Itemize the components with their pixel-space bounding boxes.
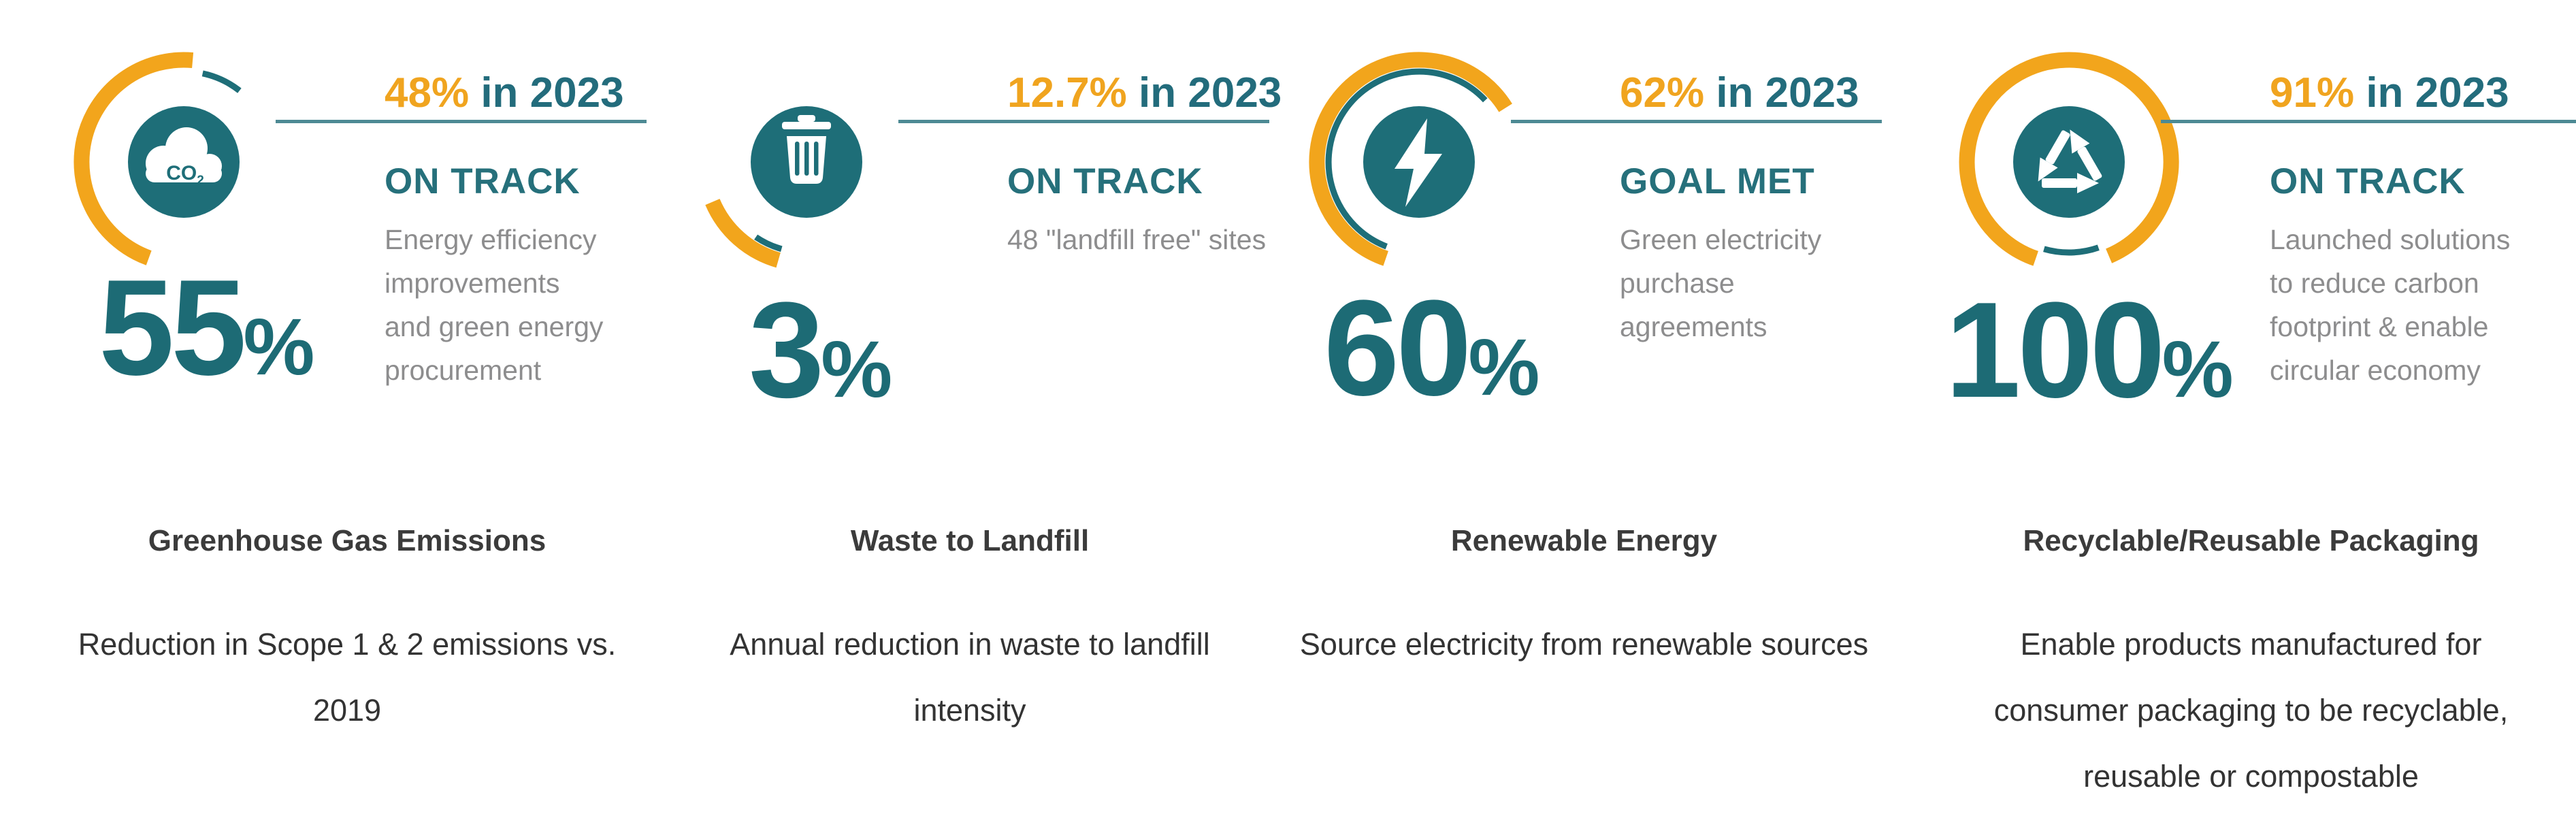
gauge-remaining-arc [2043, 244, 2100, 256]
divider-line [1511, 120, 1882, 123]
gauge-progress-arc [74, 52, 194, 265]
goal-value: 55% [99, 260, 314, 396]
gauge-ring [705, 106, 862, 268]
recycle-icon [2038, 129, 2102, 193]
goal-number: 60 [1324, 272, 1471, 424]
divider-line [898, 120, 1269, 123]
metric-description: Annual reduction in waste to landfill in… [730, 627, 1210, 728]
current-value-highlight: 62% [1620, 69, 1705, 116]
metric-title: Greenhouse Gas Emissions [148, 524, 547, 557]
gauge-remaining-arc [754, 234, 783, 253]
metric-description: Reduction in Scope 1 & 2 emissions vs. 2… [78, 627, 617, 728]
percent-sign: % [821, 325, 893, 414]
gauge-remaining-arc [1325, 68, 1488, 250]
current-value-highlight: 91% [2270, 69, 2355, 116]
current-year-value: 48% in 2023 [385, 69, 624, 117]
detail-text: Green electricity purchase agreements [1620, 224, 1822, 342]
goal-value: 100% [1945, 282, 2234, 419]
percent-sign: % [243, 302, 315, 392]
current-value-year: in 2023 [1126, 69, 1282, 116]
goal-number: 55 [99, 252, 246, 404]
detail-text: 48 "landfill free" sites [1007, 224, 1267, 255]
goal-number: 3 [749, 274, 824, 426]
metric-title: Renewable Energy [1450, 524, 1718, 557]
gauge-ring [1959, 52, 2179, 266]
kpi-card-waste-to-landfill: 3% 12.7% in 2023 ON TRACK 48 "landfill f… [664, 0, 1282, 814]
current-year-value: 91% in 2023 [2270, 69, 2509, 117]
divider-line [2161, 120, 2576, 123]
trash-icon [782, 115, 831, 184]
gauge-progress-arc [1309, 52, 1512, 266]
gauge-progress-arc [1959, 52, 2179, 266]
goal-value: 60% [1324, 280, 1539, 417]
gauge-ring: CO2 [74, 52, 242, 265]
detail-text: Launched solutions to reduce carbon foot… [2270, 224, 2511, 386]
gauge-progress-arc [705, 198, 781, 268]
status-label: ON TRACK [1007, 161, 1203, 201]
percent-sign: % [1468, 323, 1540, 412]
current-value-year: in 2023 [2354, 69, 2509, 116]
metric-description: Source electricity from renewable source… [1299, 627, 1869, 662]
current-year-value: 12.7% in 2023 [1007, 69, 1282, 117]
percent-sign: % [2162, 325, 2234, 414]
co2-label: CO2 [166, 162, 204, 188]
metric-description: Enable products manufactured for consume… [1993, 627, 2509, 794]
detail-text: Energy efficiency improvements and green… [385, 224, 604, 386]
current-value-highlight: 12.7% [1007, 69, 1127, 116]
current-year-value: 62% in 2023 [1620, 69, 1859, 117]
divider-line [276, 120, 647, 123]
current-value-year: in 2023 [1704, 69, 1859, 116]
co2-cloud-icon: CO2 [146, 127, 222, 188]
goal-value: 3% [749, 282, 892, 419]
current-value-highlight: 48% [385, 69, 470, 116]
lightning-bolt-icon [1395, 118, 1442, 207]
metric-title: Recyclable/Reusable Packaging [2023, 524, 2479, 557]
gauge-remaining-arc [201, 70, 242, 93]
kpi-card-renewable-energy: 60% 62% in 2023 GOAL MET Green electrici… [1276, 0, 1892, 814]
status-label: GOAL MET [1620, 161, 1815, 201]
current-value-year: in 2023 [469, 69, 624, 116]
metric-title: Waste to Landfill [850, 524, 1090, 557]
icon-circle [2013, 106, 2125, 218]
kpi-card-recyclable-packaging: 100% 91% in 2023 ON TRACK Launched solut… [1926, 0, 2576, 814]
status-label: ON TRACK [2270, 161, 2466, 201]
gauge-ring [1309, 52, 1512, 266]
status-label: ON TRACK [385, 161, 581, 201]
goal-number: 100 [1945, 274, 2166, 426]
kpi-card-greenhouse-gas: CO2 55% 48% in 2023 ON TRACK Energy effi… [41, 0, 653, 814]
